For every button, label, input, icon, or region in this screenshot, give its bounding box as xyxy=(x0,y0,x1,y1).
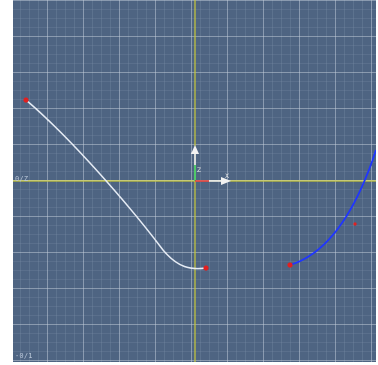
curve-1-end-point[interactable] xyxy=(203,265,209,271)
transform-gizmo[interactable]: Z X xyxy=(191,145,231,185)
axis-label-bottom: -0/1 xyxy=(15,352,33,360)
curve-2-control-point[interactable] xyxy=(353,222,357,226)
curve-2-start-point[interactable] xyxy=(287,262,293,268)
3d-viewport[interactable]: Z X 0/Z -0/1 xyxy=(13,0,376,362)
viewport-canvas[interactable]: Z X xyxy=(13,0,376,362)
curve-1-start-point[interactable] xyxy=(23,97,29,103)
gizmo-y-arrow-icon[interactable] xyxy=(191,145,199,154)
gizmo-x-arrow-icon[interactable] xyxy=(221,177,231,185)
gizmo-x-letter: X xyxy=(225,173,229,180)
gizmo-z-letter: Z xyxy=(197,167,201,174)
curve-2[interactable] xyxy=(289,149,376,266)
curve-1[interactable] xyxy=(25,99,207,270)
axis-label-left: 0/Z xyxy=(15,175,29,183)
